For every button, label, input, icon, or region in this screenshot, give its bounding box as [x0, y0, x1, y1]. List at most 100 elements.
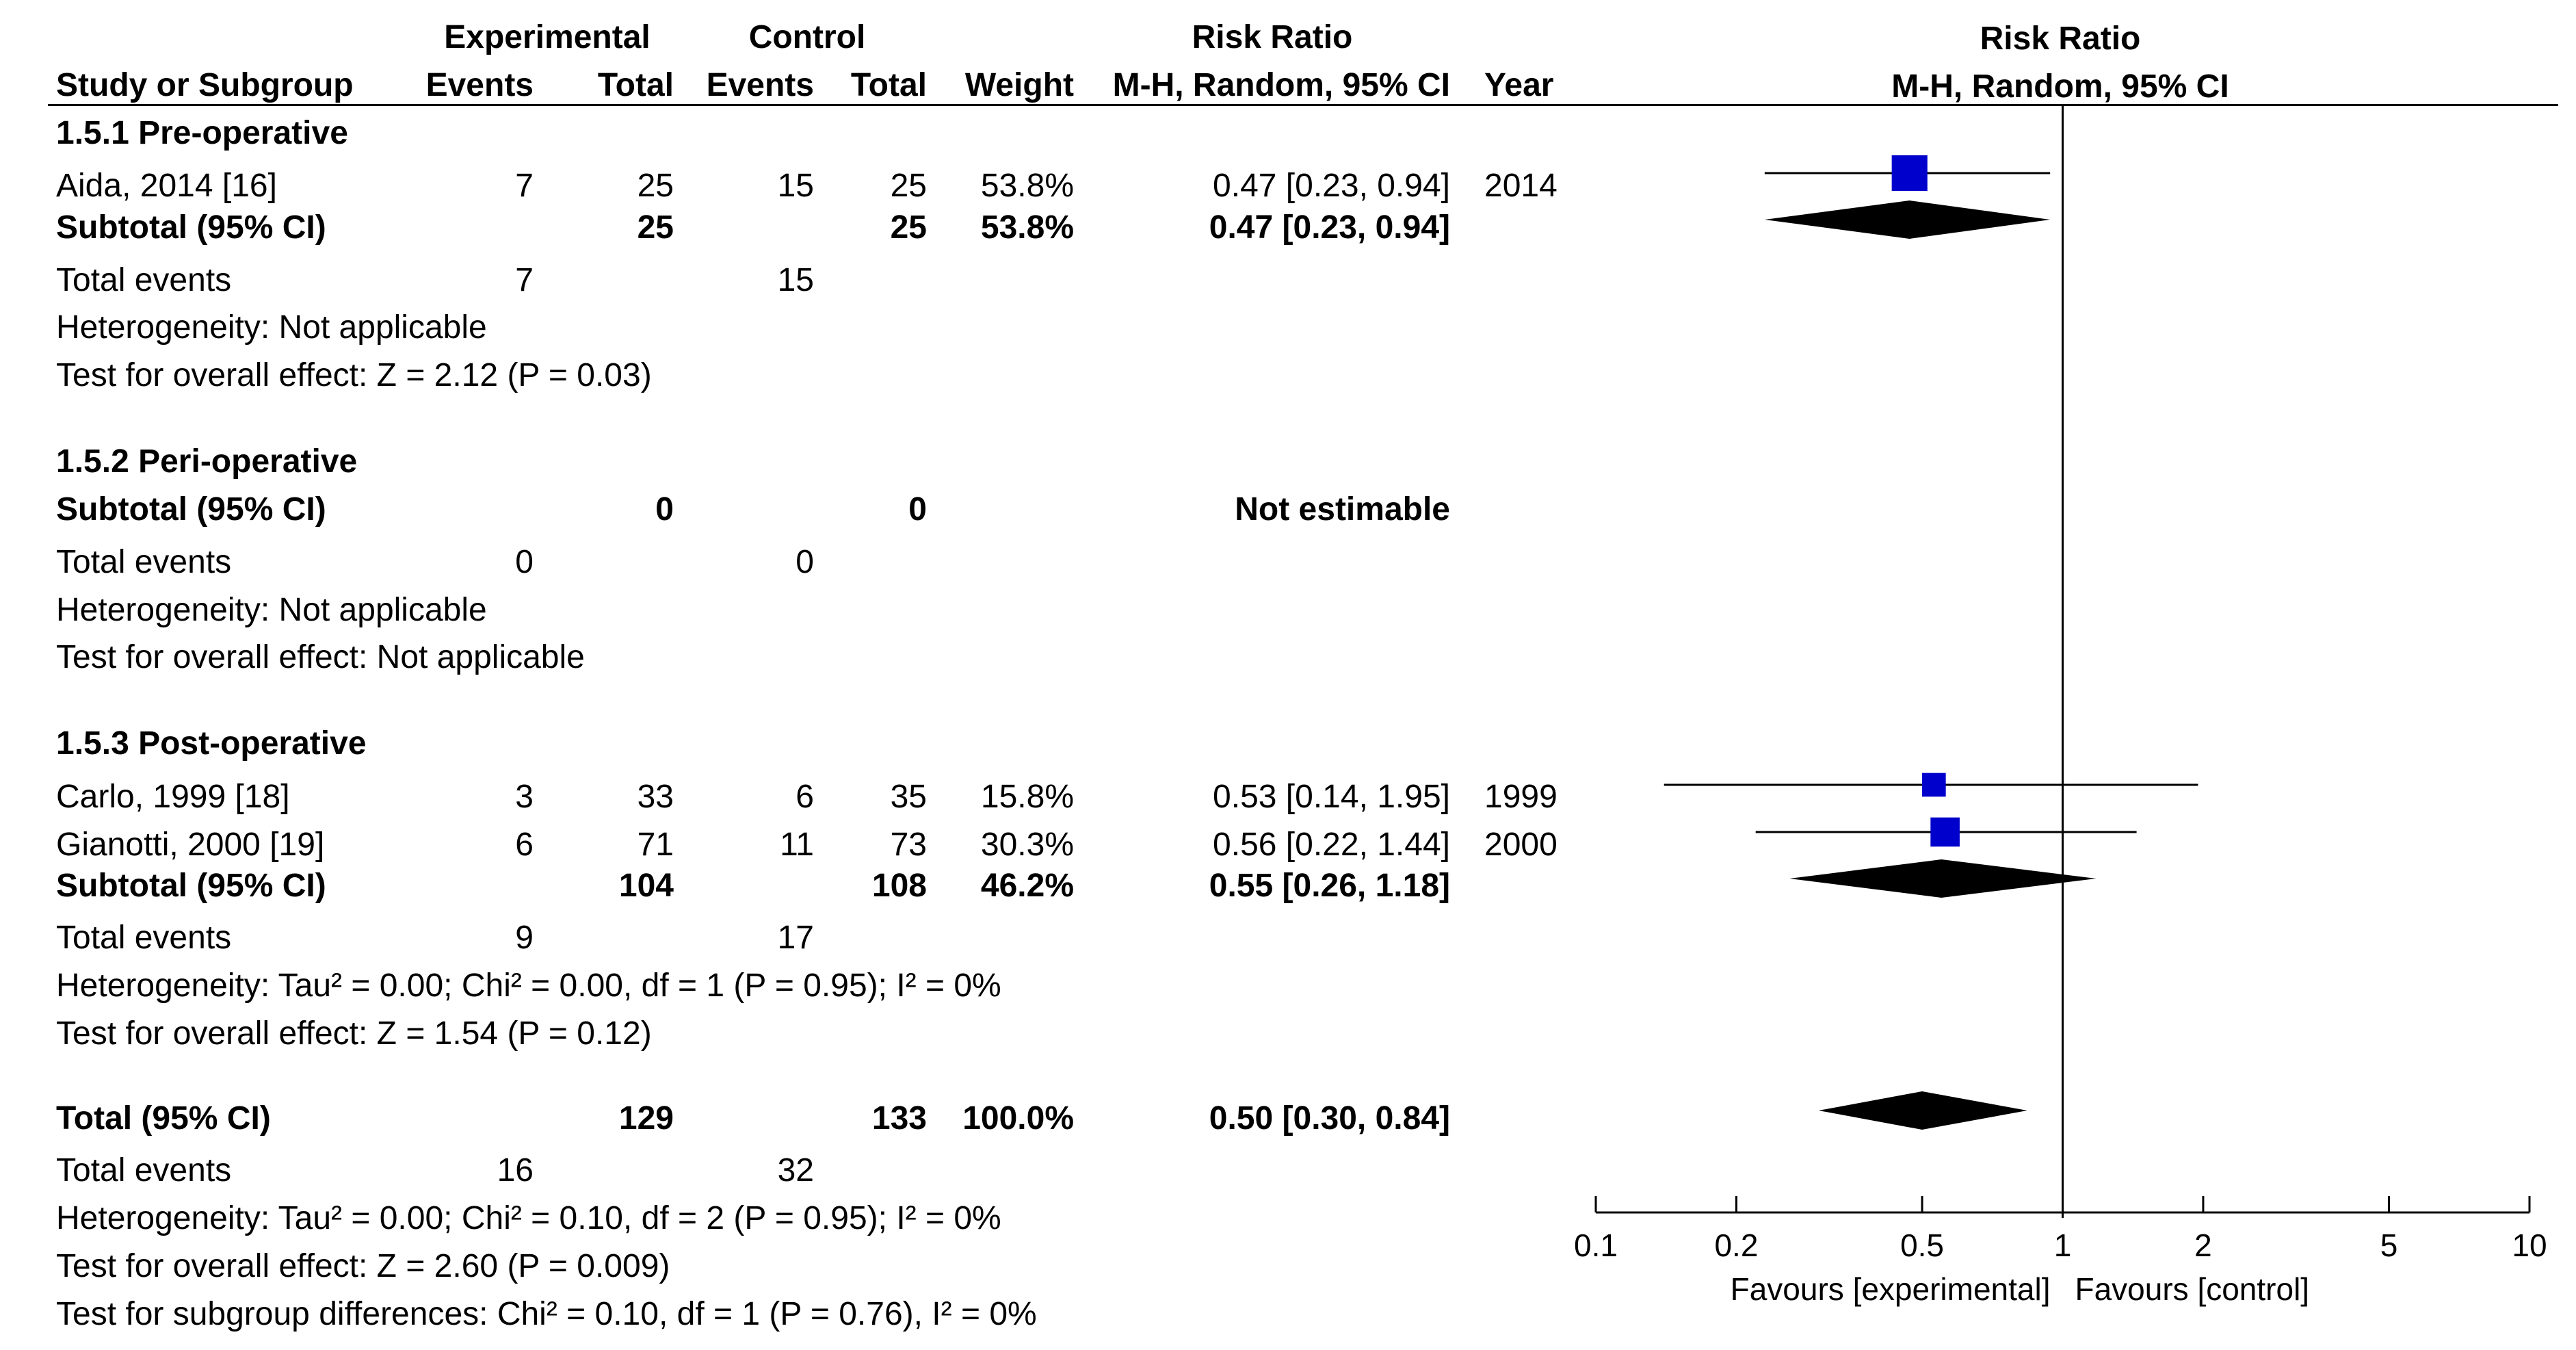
table-row-text: Heterogeneity: Not applicable — [0, 586, 1594, 634]
cell-e-total: 25 — [637, 168, 674, 204]
cell-c-events: 32 — [777, 1152, 814, 1189]
cell-c-events: 0 — [796, 544, 814, 580]
diamond-0 — [1764, 200, 2051, 239]
table-row-group: 1.5.1 Pre-operative — [0, 109, 1594, 157]
header-experimental: Experimental — [444, 19, 650, 55]
table-row-text: Test for overall effect: Z = 2.12 (P = 0… — [0, 352, 1594, 400]
table-row-events: Total events 16 32 — [0, 1147, 1594, 1195]
cell-weight: 100.0% — [962, 1100, 1074, 1137]
cell-label: Total events — [56, 544, 232, 580]
cell-c-total: 133 — [871, 1100, 927, 1137]
cell-c-events: 15 — [777, 168, 814, 204]
table-row-subtotal: Subtotal (95% CI) 0 0 Not estimable — [0, 486, 1594, 534]
table-row-text: Heterogeneity: Not applicable — [0, 304, 1594, 352]
cell-e-total: 71 — [637, 827, 674, 863]
cell-ci: 0.47 [0.23, 0.94] — [1213, 168, 1450, 204]
header-ctl-total: Total — [850, 67, 927, 103]
table-row-events: Total events 7 15 — [0, 257, 1594, 304]
cell-c-events: 11 — [780, 827, 814, 863]
x-tick-label-4: 2 — [2194, 1228, 2212, 1263]
cell-ci: Not estimable — [1235, 491, 1450, 528]
cell-e-events: 7 — [515, 168, 534, 204]
cell-c-total: 108 — [871, 868, 927, 904]
header-exp-total: Total — [597, 67, 674, 103]
diamond-1 — [1789, 859, 2097, 898]
favours-experimental: Favours [experimental] — [1731, 1271, 2051, 1307]
table-row-text: Heterogeneity: Tau² = 0.00; Chi² = 0.00,… — [0, 962, 1594, 1010]
plot-method: M-H, Random, 95% CI — [1891, 68, 2229, 105]
cell-label: Test for overall effect: Z = 1.54 (P = 0… — [56, 1015, 652, 1052]
cell-e-events: 0 — [515, 544, 534, 580]
cell-year: 1999 — [1484, 779, 1558, 815]
cell-c-total: 73 — [890, 827, 927, 863]
header-method: M-H, Random, 95% CI — [1112, 67, 1450, 103]
plot-title: Risk Ratio — [1980, 21, 2141, 57]
table-row-study: Gianotti, 2000 [19] 6 71 11 73 30.3% 0.56 [0.2… — [0, 821, 1594, 869]
cell-label: Subtotal (95% CI) — [56, 491, 326, 528]
header-exp-events: Events — [425, 67, 534, 103]
table-row-text: Test for overall effect: Z = 1.54 (P = 0… — [0, 1010, 1594, 1058]
cell-e-total: 0 — [655, 491, 674, 528]
table-row-subtotal: Subtotal (95% CI) 104 108 46.2% 0.55 [0.26, … — [0, 862, 1594, 910]
cell-ci: 0.47 [0.23, 0.94] — [1209, 209, 1450, 246]
cell-label: Test for overall effect: Not applicable — [56, 639, 585, 675]
header-divider — [48, 104, 2558, 106]
table-row-text: Heterogeneity: Tau² = 0.00; Chi² = 0.10,… — [0, 1195, 1594, 1243]
favours-control: Favours [control] — [2075, 1271, 2310, 1307]
table-row-subtotal: Subtotal (95% CI) 25 25 53.8% 0.47 [0.23, 0.… — [0, 204, 1594, 252]
table-row-text: Test for overall effect: Z = 2.60 (P = 0… — [0, 1243, 1594, 1290]
cell-year: 2000 — [1484, 827, 1558, 863]
forest-table: Experimental Control Risk Ratio Study or… — [0, 14, 1594, 1338]
cell-label: 1.5.2 Peri-operative — [56, 443, 358, 480]
cell-label: Carlo, 1999 [18] — [56, 779, 290, 815]
cell-label: Gianotti, 2000 [19] — [56, 827, 325, 863]
table-row-study: Aida, 2014 [16] 7 25 15 25 53.8% 0.47 [0.23, 0… — [0, 162, 1594, 210]
cell-c-total: 35 — [890, 779, 927, 815]
cell-ci: 0.55 [0.26, 1.18] — [1209, 868, 1450, 904]
table-row-text: Test for subgroup differences: Chi² = 0.… — [0, 1290, 1594, 1338]
cell-c-total: 0 — [908, 491, 927, 528]
cell-label: Heterogeneity: Not applicable — [56, 309, 487, 346]
cell-c-events: 17 — [777, 920, 814, 956]
cell-e-events: 9 — [515, 920, 534, 956]
cell-label: Total events — [56, 1152, 232, 1189]
table-row-text: Test for overall effect: Not applicable — [0, 634, 1594, 682]
cell-weight: 15.8% — [980, 779, 1074, 815]
header-year: Year — [1484, 67, 1554, 103]
cell-year: 2014 — [1484, 168, 1558, 204]
header-row-2: Study or Subgroup Events Total Events To… — [0, 62, 1594, 109]
effect-square-1 — [1921, 773, 1946, 797]
cell-e-total: 104 — [618, 868, 674, 904]
cell-ci: 0.50 [0.30, 0.84] — [1209, 1100, 1450, 1137]
cell-e-total: 33 — [637, 779, 674, 815]
cell-label: Heterogeneity: Tau² = 0.00; Chi² = 0.00,… — [56, 968, 1001, 1004]
cell-c-events: 15 — [777, 262, 814, 298]
cell-label: Test for overall effect: Z = 2.12 (P = 0… — [56, 357, 652, 393]
cell-weight: 53.8% — [980, 168, 1074, 204]
table-row-group: 1.5.2 Peri-operative — [0, 438, 1594, 486]
header-row-1: Experimental Control Risk Ratio — [0, 14, 1594, 62]
table-row-events: Total events 9 17 — [0, 914, 1594, 962]
cell-label: Aida, 2014 [16] — [56, 168, 277, 204]
header-weight: Weight — [964, 67, 1074, 103]
cell-label: 1.5.3 Post-operative — [56, 725, 367, 762]
table-row-study: Carlo, 1999 [18] 3 33 6 35 15.8% 0.53 [0.14, 1… — [0, 773, 1594, 821]
cell-e-events: 6 — [515, 827, 534, 863]
x-tick-label-2: 0.5 — [1900, 1228, 1944, 1263]
cell-label: Total (95% CI) — [56, 1100, 271, 1137]
header-study: Study or Subgroup — [56, 67, 354, 103]
cell-c-total: 25 — [890, 168, 927, 204]
cell-ci: 0.56 [0.22, 1.44] — [1213, 827, 1450, 863]
cell-label: Total events — [56, 262, 232, 298]
header-ctl-events: Events — [706, 67, 814, 103]
cell-label: Test for overall effect: Z = 2.60 (P = 0… — [56, 1248, 670, 1284]
cell-e-events: 7 — [515, 262, 534, 298]
cell-e-total: 129 — [618, 1100, 674, 1137]
cell-label: Heterogeneity: Not applicable — [56, 592, 487, 628]
cell-c-total: 25 — [890, 209, 927, 246]
cell-label: Subtotal (95% CI) — [56, 209, 326, 246]
cell-weight: 46.2% — [980, 868, 1074, 904]
diamond-2 — [1818, 1091, 2027, 1130]
cell-c-events: 6 — [796, 779, 814, 815]
cell-weight: 53.8% — [980, 209, 1074, 246]
